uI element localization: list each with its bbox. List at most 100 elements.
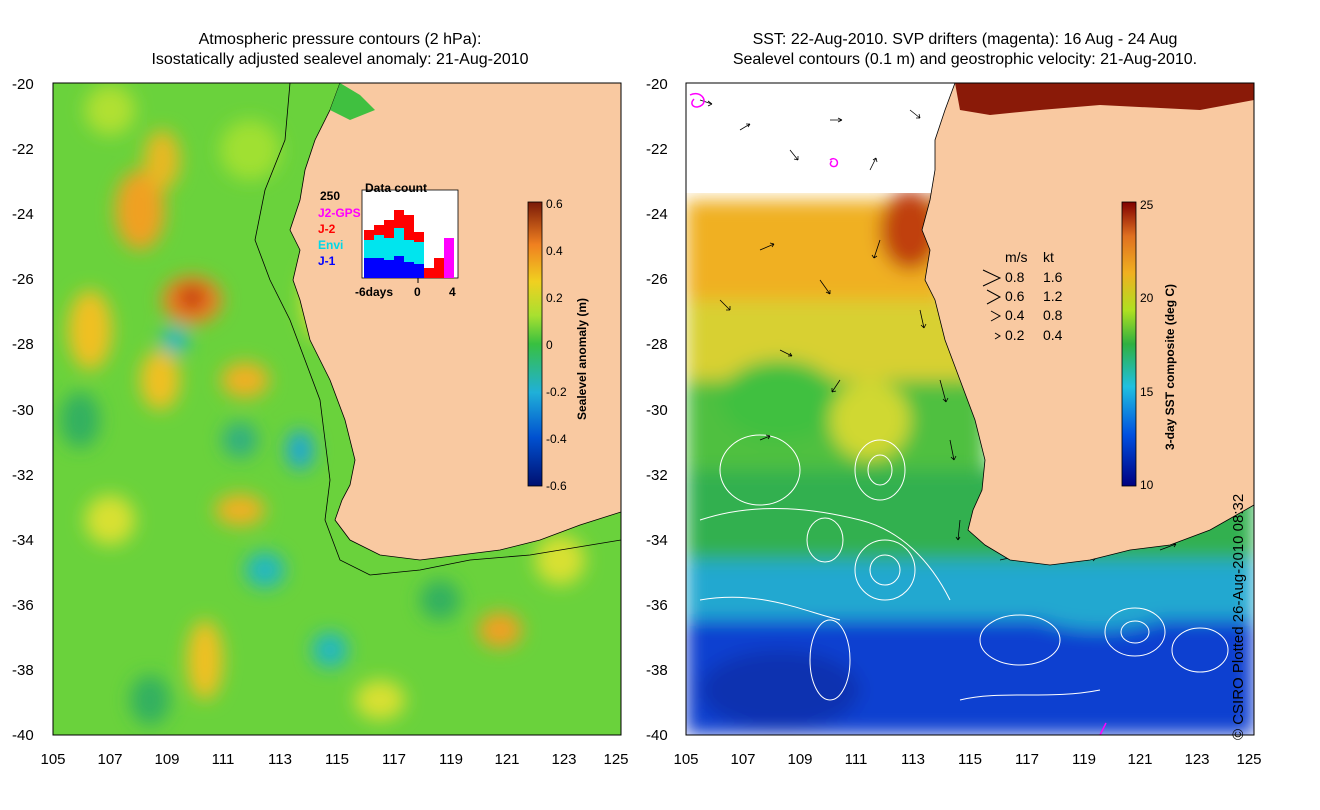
right-ytick: -28 — [646, 336, 668, 353]
right-xtick: 111 — [845, 751, 868, 768]
sst-tick-25: 25 — [1140, 198, 1154, 212]
inset-x-label-end: 4 — [449, 285, 456, 299]
left-ytick: -36 — [12, 597, 34, 614]
right-ytick: -24 — [646, 206, 668, 223]
shelf-contour-left — [254, 83, 621, 576]
right-ytick: -40 — [646, 727, 668, 744]
right-map-frame — [685, 82, 1255, 736]
data-count-inset: Data count 250 J2-GPS J-2 Envi J-1 -6day… — [318, 181, 459, 299]
velocity-ms-0.8: 0.8 — [1005, 269, 1025, 285]
australia-land-right — [921, 83, 1254, 566]
inset-x-label-start: -6days — [355, 285, 393, 299]
velocity-kt-1.6: 1.6 — [1043, 269, 1063, 285]
right-ytick: -36 — [646, 597, 668, 614]
sla-tick-0.4: 0.4 — [546, 244, 563, 258]
sealevel-colorbar: 0.6 0.4 0.2 0 -0.2 -0.4 -0.6 Sealevel an… — [527, 197, 589, 493]
sst-tick-15: 15 — [1140, 385, 1154, 399]
legend-envi: Envi — [318, 238, 343, 252]
left-y-axis: -20 -22 -24 -26 -28 -30 -32 -34 -36 -38 … — [12, 76, 34, 744]
right-ytick: -20 — [646, 76, 668, 93]
left-ytick: -28 — [12, 336, 34, 353]
right-xtick: 105 — [673, 751, 698, 768]
legend-j2: J-2 — [318, 222, 336, 236]
left-ytick: -38 — [12, 662, 34, 679]
velocity-ms-0.6: 0.6 — [1005, 288, 1025, 304]
velocity-legend: m/s kt 0.8 1.6 0.6 1.2 0.4 0.8 0.2 0.4 — [982, 249, 1063, 343]
inset-bars — [364, 210, 454, 278]
right-title-line1: SST: 22-Aug-2010. SVP drifters (magenta)… — [752, 31, 1178, 48]
right-ytick: -26 — [646, 271, 668, 288]
arrow-0.2 — [994, 332, 1001, 340]
sla-tick-neg0.6: -0.6 — [546, 479, 567, 493]
left-x-axis: 105 107 109 111 113 115 117 119 121 123 … — [40, 751, 628, 768]
left-xtick: 121 — [494, 751, 519, 768]
left-xtick: 125 — [603, 751, 628, 768]
right-xtick: 107 — [730, 751, 755, 768]
velocity-ms-0.2: 0.2 — [1005, 327, 1025, 343]
sealevel-contours — [699, 434, 1229, 701]
sla-tick-neg0.2: -0.2 — [546, 385, 567, 399]
sst-tick-20: 20 — [1140, 291, 1154, 305]
left-xtick: 119 — [439, 751, 463, 768]
velocity-legend-kt-header: kt — [1043, 249, 1054, 265]
sst-colorbar-label: 3-day SST composite (deg C) — [1163, 284, 1177, 450]
legend-j2gps: J2-GPS — [318, 206, 361, 220]
right-xtick: 123 — [1184, 751, 1209, 768]
left-xtick: 109 — [154, 751, 179, 768]
right-title-line2: Sealevel contours (0.1 m) and geostrophi… — [732, 51, 1198, 68]
right-xtick: 121 — [1127, 751, 1152, 768]
right-x-axis: 105 107 109 111 113 115 117 119 121 123 … — [673, 751, 1261, 768]
inset-x-label-zero: 0 — [414, 285, 421, 299]
right-ytick: -32 — [646, 467, 668, 484]
right-ytick: -38 — [646, 662, 668, 679]
inset-title: Data count — [365, 181, 427, 195]
left-ytick: -26 — [12, 271, 34, 288]
right-map — [686, 83, 1254, 735]
left-xtick: 105 — [40, 751, 65, 768]
velocity-kt-0.8: 0.8 — [1043, 307, 1063, 323]
left-title-line2: Isostatically adjusted sealevel anomaly:… — [151, 51, 529, 68]
geostrophic-velocity-arrows — [699, 99, 1177, 562]
left-xtick: 123 — [551, 751, 576, 768]
inset-max-label: 250 — [320, 189, 340, 203]
velocity-kt-1.2: 1.2 — [1043, 288, 1063, 304]
sla-colorbar-label: Sealevel anomaly (m) — [575, 298, 589, 420]
left-ytick: -30 — [12, 402, 34, 419]
sst-colorbar: 25 20 15 10 3-day SST composite (deg C) — [1121, 198, 1177, 492]
sla-tick-neg0.4: -0.4 — [546, 432, 567, 446]
right-map-title: SST: 22-Aug-2010. SVP drifters (magenta)… — [665, 30, 1265, 70]
right-xtick: 117 — [1015, 751, 1039, 768]
left-ytick: -22 — [12, 141, 34, 158]
left-ytick: -32 — [12, 467, 34, 484]
right-ytick: -22 — [646, 141, 668, 158]
arrow-0.8 — [982, 269, 1002, 287]
left-xtick: 107 — [97, 751, 122, 768]
velocity-legend-ms-header: m/s — [1005, 249, 1028, 265]
left-xtick: 113 — [268, 751, 292, 768]
arrow-0.6 — [986, 289, 1002, 305]
left-ytick: -20 — [12, 76, 34, 93]
left-ytick: -40 — [12, 727, 34, 744]
right-xtick: 119 — [1072, 751, 1096, 768]
legend-j1: J-1 — [318, 254, 336, 268]
csiro-credit: © CSIRO Plotted 26-Aug-2010 08:32 — [1230, 493, 1247, 740]
left-ytick: -34 — [12, 532, 34, 549]
left-title-line1: Atmospheric pressure contours (2 hPa): — [198, 31, 482, 48]
left-map-frame — [52, 82, 622, 736]
right-xtick: 125 — [1236, 751, 1261, 768]
velocity-ms-0.4: 0.4 — [1005, 307, 1025, 323]
right-xtick: 115 — [958, 751, 982, 768]
sst-tick-10: 10 — [1140, 478, 1154, 492]
arrow-0.4 — [990, 310, 1002, 322]
sla-tick-0.6: 0.6 — [546, 197, 563, 211]
left-xtick: 111 — [212, 751, 235, 768]
right-y-axis: -20 -22 -24 -26 -28 -30 -32 -34 -36 -38 … — [646, 76, 668, 744]
left-xtick: 115 — [325, 751, 349, 768]
velocity-kt-0.4: 0.4 — [1043, 327, 1063, 343]
left-xtick: 117 — [382, 751, 406, 768]
left-map-title: Atmospheric pressure contours (2 hPa): I… — [40, 30, 640, 70]
svp-drifter-tracks — [689, 93, 1107, 735]
right-ytick: -34 — [646, 532, 668, 549]
sla-tick-0: 0 — [546, 338, 553, 352]
